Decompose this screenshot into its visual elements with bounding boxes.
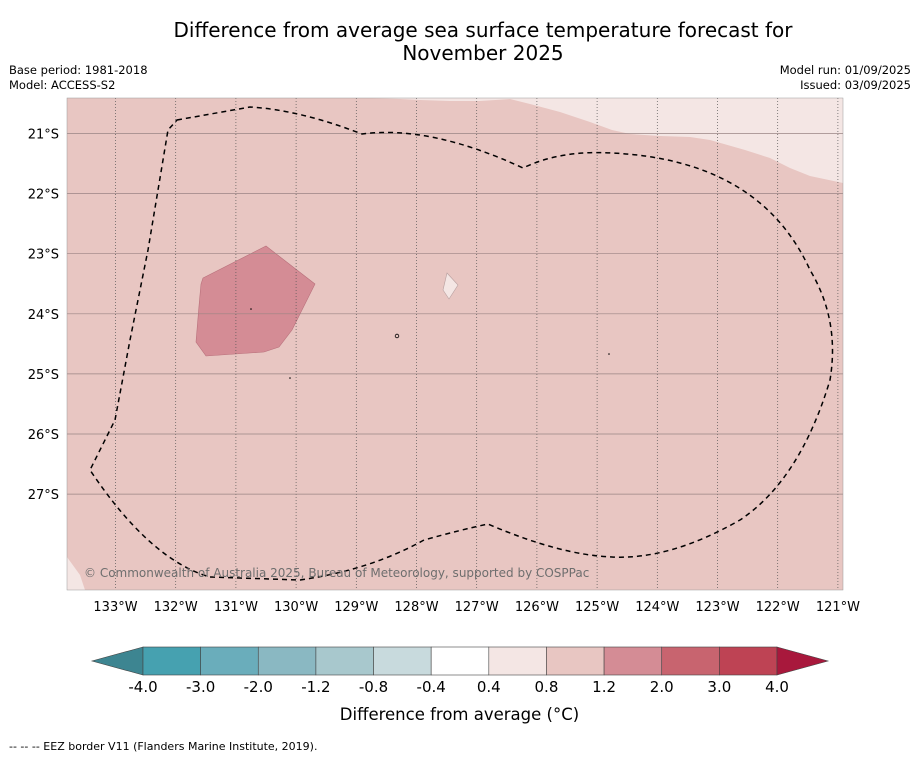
colorbar-tick-label: 4.0 [765, 678, 789, 696]
latitude-label: 27°S [28, 488, 59, 503]
longitude-label: 125°W [575, 600, 619, 615]
colorbar [90, 646, 830, 676]
latitude-label: 23°S [28, 248, 59, 263]
colorbar-segment [488, 646, 547, 676]
model-run-text: Model run: 01/09/2025 [779, 63, 911, 77]
title-line-1: Difference from average sea surface temp… [173, 18, 793, 42]
meta-right: Model run: 01/09/2025 Issued: 03/09/2025 [780, 63, 911, 93]
colorbar-segment [200, 646, 259, 676]
longitude-label: 129°W [334, 600, 378, 615]
colorbar-segment [257, 646, 317, 676]
island-marker [250, 308, 252, 310]
latitude-label: 25°S [28, 368, 59, 383]
latitude-labels: 21°S 22°S 23°S 24°S 25°S 26°S 27°S [28, 128, 59, 504]
graticule [67, 98, 843, 590]
light-anomaly-region-ne [372, 98, 843, 183]
longitude-label: 122°W [756, 600, 800, 615]
island-marker [289, 377, 291, 379]
longitude-label: 128°W [394, 600, 438, 615]
longitude-label: 130°W [274, 600, 318, 615]
longitude-label: 126°W [515, 600, 559, 615]
longitude-label: 121°W [816, 600, 860, 615]
colorbar-tick-label: 2.0 [650, 678, 674, 696]
warm-anomaly-patch [195, 245, 316, 357]
copyright-text: © Commonwealth of Australia 2025, Bureau… [84, 566, 589, 580]
colorbar-segment [142, 646, 201, 676]
latitude-label: 26°S [28, 428, 59, 443]
colorbar-label: Difference from average (°C) [339, 705, 580, 724]
small-light-patch [442, 272, 459, 300]
colorbar-segment [315, 646, 374, 676]
colorbar-tick-label: -1.2 [301, 678, 330, 696]
island-marker [394, 333, 400, 339]
colorbar-tick-label: 0.8 [535, 678, 559, 696]
model-text: Model: ACCESS-S2 [9, 78, 116, 92]
colorbar-tick-label: -0.4 [417, 678, 446, 696]
eez-footnote: -- -- -- EEZ border V11 (Flanders Marine… [9, 740, 318, 753]
latitude-label: 22°S [28, 188, 59, 203]
colorbar-tick-label: 1.2 [592, 678, 616, 696]
colorbar-tick-label: 0.4 [477, 678, 501, 696]
anomaly-field [67, 98, 843, 590]
longitude-labels: 133°W 132°W 131°W 130°W 129°W 128°W 127°W 126°W… [93, 600, 860, 615]
longitude-label: 123°W [695, 600, 739, 615]
colorbar-tick-label: 3.0 [707, 678, 731, 696]
colorbar-segment [546, 646, 605, 676]
colorbar-segment [603, 646, 663, 676]
meta-left: Base period: 1981-2018 Model: ACCESS-S2 [9, 63, 148, 93]
base-period-text: Base period: 1981-2018 [9, 63, 148, 77]
map-frame [66, 97, 844, 591]
longitude-label: 133°W [93, 600, 137, 615]
colorbar-tick-labels: -4.0 -3.0 -2.0 -1.2 -0.8 -0.4 0.4 0.8 1.2 2.0 3.0 4… [128, 678, 789, 696]
colorbar-segment [430, 646, 490, 676]
island-marker [608, 353, 610, 355]
longitude-label: 131°W [214, 600, 258, 615]
latitude-label: 21°S [28, 128, 59, 143]
colorbar-segment [719, 646, 778, 676]
map-title: Difference from average sea surface temp… [0, 19, 919, 65]
colorbar-tick-label: -4.0 [128, 678, 157, 696]
colorbar-extend-low [90, 646, 144, 676]
colorbar-extend-high [776, 646, 830, 676]
eez-border-line [89, 106, 834, 581]
colorbar-tick-label: -3.0 [186, 678, 215, 696]
colorbar-segment [373, 646, 432, 676]
title-line-2: November 2025 [402, 41, 564, 65]
light-anomaly-region-sw [67, 557, 85, 590]
longitude-label: 124°W [635, 600, 679, 615]
colorbar-tick-label: -2.0 [244, 678, 273, 696]
issued-text: Issued: 03/09/2025 [800, 78, 911, 92]
latitude-label: 24°S [28, 308, 59, 323]
longitude-label: 127°W [455, 600, 499, 615]
colorbar-tick-label: -0.8 [359, 678, 388, 696]
longitude-label: 132°W [154, 600, 198, 615]
colorbar-segment [661, 646, 720, 676]
